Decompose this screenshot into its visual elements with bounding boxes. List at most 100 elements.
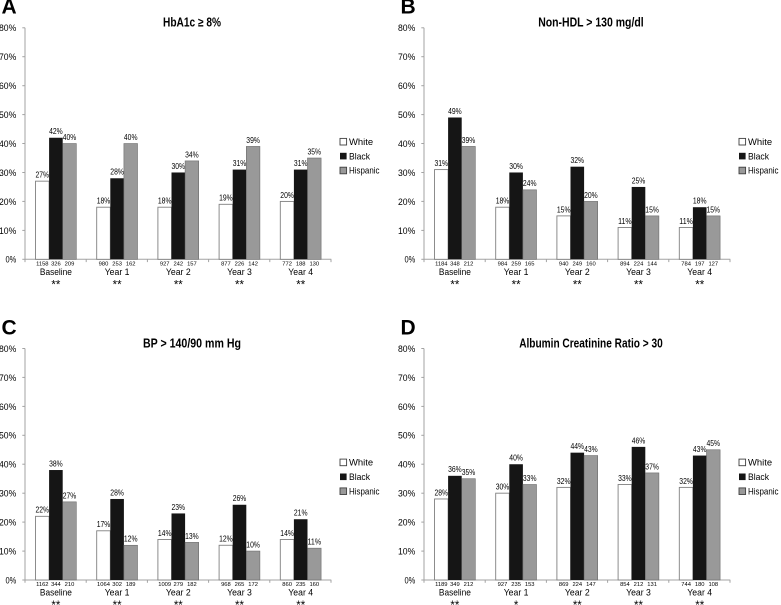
svg-text:A: A (2, 0, 17, 19)
svg-text:1162: 1162 (36, 582, 48, 588)
svg-text:BP > 140/90 mm Hg: BP > 140/90 mm Hg (143, 336, 241, 350)
svg-text:43%: 43% (693, 445, 707, 454)
svg-text:30%: 30% (0, 489, 17, 500)
svg-text:10%: 10% (0, 226, 17, 237)
svg-text:253: 253 (112, 262, 122, 268)
svg-text:877: 877 (221, 262, 231, 268)
svg-text:32%: 32% (557, 477, 571, 486)
svg-text:25%: 25% (632, 176, 646, 185)
svg-text:**: ** (695, 600, 704, 605)
svg-text:Year 4: Year 4 (288, 267, 313, 277)
svg-text:60%: 60% (0, 81, 17, 92)
svg-text:70%: 70% (398, 373, 416, 384)
svg-text:**: ** (296, 600, 305, 605)
svg-text:**: ** (235, 600, 244, 605)
svg-text:White: White (748, 137, 772, 147)
svg-text:1189: 1189 (435, 582, 447, 588)
svg-text:326: 326 (51, 262, 61, 268)
svg-text:11%: 11% (679, 217, 693, 226)
svg-text:*: * (514, 600, 519, 605)
svg-text:242: 242 (173, 262, 183, 268)
svg-text:**: ** (235, 279, 244, 291)
svg-text:0%: 0% (6, 255, 17, 266)
svg-text:144: 144 (647, 262, 657, 268)
svg-text:10%: 10% (0, 547, 17, 558)
svg-text:302: 302 (112, 582, 122, 588)
svg-text:14%: 14% (158, 529, 172, 538)
svg-text:15%: 15% (707, 205, 721, 214)
svg-text:40%: 40% (0, 460, 17, 471)
svg-text:20%: 20% (0, 197, 17, 208)
svg-text:157: 157 (187, 262, 197, 268)
svg-text:30%: 30% (509, 162, 523, 171)
svg-text:24%: 24% (523, 179, 537, 188)
svg-text:HbA1c ≥ 8%: HbA1c ≥ 8% (163, 16, 221, 30)
svg-text:**: ** (450, 600, 459, 605)
svg-text:20%: 20% (0, 518, 17, 529)
svg-text:249: 249 (572, 262, 582, 268)
svg-text:**: ** (450, 279, 459, 291)
svg-text:Year 2: Year 2 (166, 588, 191, 598)
svg-text:50%: 50% (398, 110, 416, 121)
svg-text:80%: 80% (398, 344, 416, 355)
svg-text:968: 968 (221, 582, 231, 588)
svg-text:37%: 37% (645, 462, 659, 471)
svg-text:Year 3: Year 3 (227, 588, 252, 598)
svg-text:153: 153 (525, 582, 535, 588)
svg-text:0%: 0% (6, 575, 17, 586)
svg-text:30%: 30% (172, 162, 186, 171)
svg-text:189: 189 (126, 582, 136, 588)
svg-text:142: 142 (248, 262, 258, 268)
svg-text:894: 894 (620, 262, 630, 268)
svg-text:172: 172 (248, 582, 258, 588)
svg-text:18%: 18% (158, 197, 172, 206)
svg-text:60%: 60% (398, 81, 416, 92)
svg-text:235: 235 (511, 582, 521, 588)
svg-text:259: 259 (511, 262, 521, 268)
svg-text:70%: 70% (0, 52, 17, 63)
svg-text:Black: Black (349, 151, 370, 161)
svg-text:21%: 21% (294, 509, 308, 518)
svg-text:33%: 33% (523, 474, 537, 483)
svg-text:13%: 13% (185, 532, 199, 541)
svg-text:17%: 17% (97, 520, 111, 529)
svg-text:**: ** (174, 279, 183, 291)
svg-text:40%: 40% (63, 133, 77, 142)
svg-text:108: 108 (708, 582, 718, 588)
svg-text:30%: 30% (398, 168, 416, 179)
svg-text:49%: 49% (448, 107, 462, 116)
svg-text:45%: 45% (707, 439, 721, 448)
svg-text:14%: 14% (280, 529, 294, 538)
svg-text:20%: 20% (280, 191, 294, 200)
svg-text:147: 147 (586, 582, 596, 588)
svg-text:Year 1: Year 1 (105, 588, 130, 598)
svg-text:19%: 19% (219, 194, 233, 203)
svg-text:279: 279 (173, 582, 183, 588)
svg-text:28%: 28% (110, 488, 124, 497)
svg-text:**: ** (113, 279, 122, 291)
svg-text:130: 130 (309, 262, 319, 268)
svg-text:**: ** (296, 279, 305, 291)
svg-text:Year 2: Year 2 (565, 588, 590, 598)
svg-text:0%: 0% (405, 575, 416, 586)
svg-text:34%: 34% (185, 150, 199, 159)
svg-text:31%: 31% (435, 159, 449, 168)
svg-text:White: White (748, 458, 772, 468)
svg-text:36%: 36% (448, 465, 462, 474)
svg-text:Year 1: Year 1 (504, 588, 529, 598)
svg-text:20%: 20% (584, 191, 598, 200)
svg-text:33%: 33% (618, 474, 632, 483)
svg-text:43%: 43% (584, 445, 598, 454)
svg-text:344: 344 (51, 582, 61, 588)
svg-text:31%: 31% (294, 159, 308, 168)
svg-text:Baseline: Baseline (40, 588, 72, 598)
svg-text:160: 160 (586, 262, 596, 268)
svg-text:784: 784 (681, 262, 691, 268)
svg-text:Black: Black (748, 151, 769, 161)
svg-text:C: C (2, 316, 17, 339)
svg-text:15%: 15% (645, 205, 659, 214)
svg-text:744: 744 (681, 582, 691, 588)
svg-text:40%: 40% (398, 460, 416, 471)
svg-text:50%: 50% (398, 431, 416, 442)
svg-text:20%: 20% (398, 518, 416, 529)
